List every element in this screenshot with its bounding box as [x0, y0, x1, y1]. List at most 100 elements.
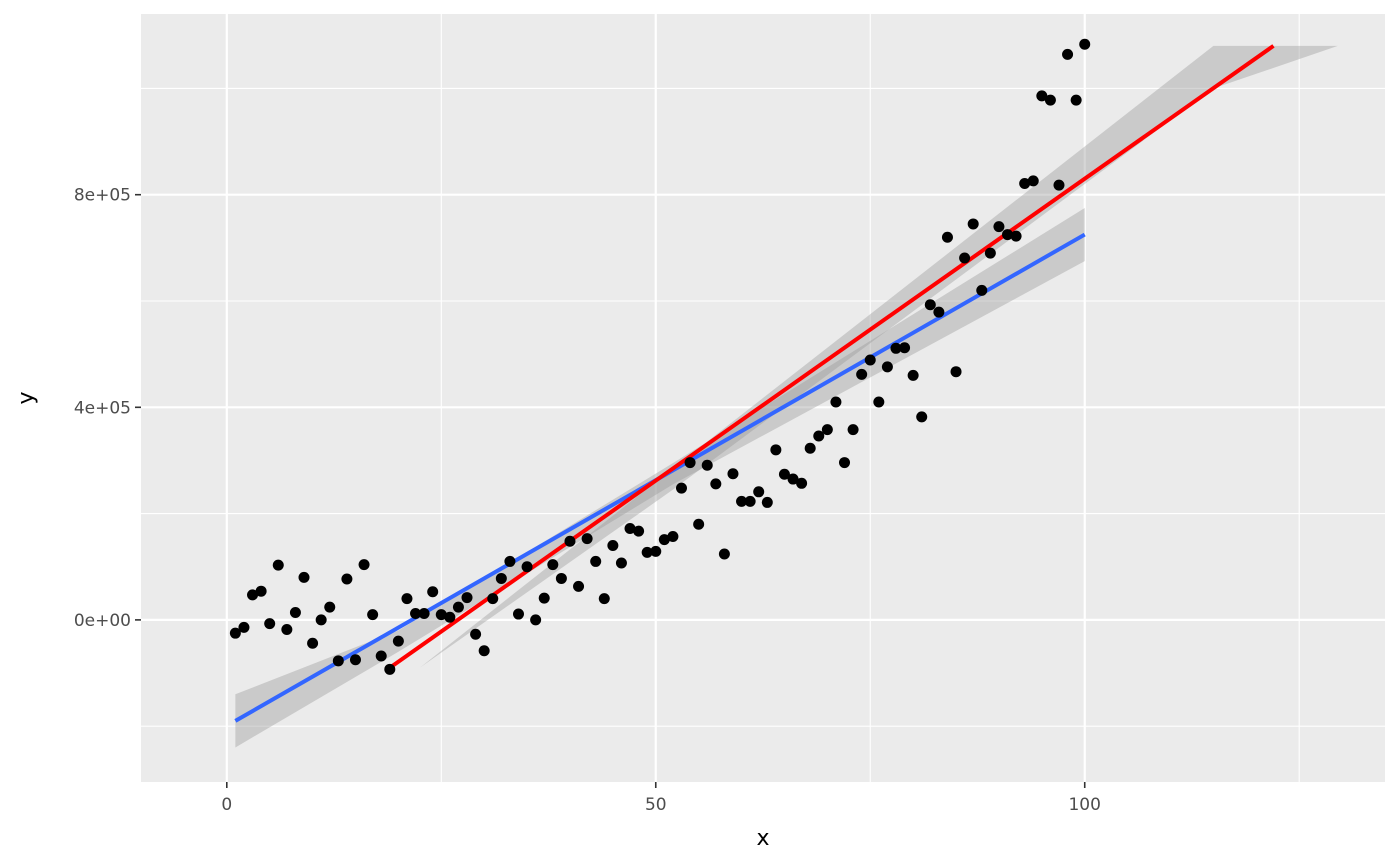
data-point	[924, 299, 936, 311]
data-point	[1036, 90, 1048, 102]
grid-minor	[141, 14, 1385, 782]
data-point	[401, 593, 413, 605]
data-point	[547, 559, 559, 571]
data-point	[813, 430, 825, 442]
data-point	[298, 571, 310, 583]
data-point	[933, 306, 945, 318]
data-point	[1062, 48, 1074, 60]
data-point	[615, 557, 627, 569]
data-point	[392, 635, 404, 647]
data-point	[521, 561, 533, 573]
data-point	[633, 525, 645, 537]
x-tick-label: 100	[1068, 795, 1100, 815]
data-point	[787, 473, 799, 485]
data-point	[847, 424, 859, 436]
x-tick-label: 0	[221, 795, 232, 815]
data-point	[1053, 179, 1065, 191]
fit-lines	[234, 44, 1275, 723]
data-point	[367, 609, 379, 621]
data-point	[684, 457, 696, 469]
data-point	[384, 663, 396, 675]
data-point	[487, 593, 499, 605]
data-point	[736, 495, 748, 507]
data-point	[452, 601, 464, 613]
data-point	[753, 486, 765, 498]
confidence-ribbon	[355, 45, 1338, 668]
data-point	[993, 221, 1005, 233]
x-axis-title: x	[756, 826, 769, 851]
y-axis-ticks: 0e+00 4e+05 8e+05	[74, 186, 141, 631]
data-point	[821, 424, 833, 436]
data-point	[470, 628, 482, 640]
data-point	[667, 530, 679, 542]
data-point	[281, 623, 293, 635]
data-point	[427, 586, 439, 598]
data-point	[375, 650, 387, 662]
data-point	[770, 444, 782, 456]
data-point	[804, 442, 816, 454]
data-point	[247, 589, 259, 601]
data-point	[1019, 178, 1031, 190]
data-point	[778, 468, 790, 480]
data-points	[229, 38, 1091, 675]
data-point	[624, 522, 636, 534]
data-point	[984, 247, 996, 259]
y-tick-label: 0e+00	[74, 611, 131, 631]
data-point	[530, 614, 542, 626]
fit-line	[388, 44, 1275, 670]
data-point	[289, 606, 301, 618]
data-point	[555, 572, 567, 584]
data-point	[1002, 229, 1014, 241]
data-point	[461, 592, 473, 604]
data-point	[710, 478, 722, 490]
data-point	[495, 572, 507, 584]
data-point	[349, 654, 361, 666]
data-point	[864, 354, 876, 366]
data-point	[418, 608, 430, 620]
data-point	[358, 559, 370, 571]
data-point	[727, 468, 739, 480]
data-point	[950, 366, 962, 378]
data-point	[512, 608, 524, 620]
data-point	[573, 580, 585, 592]
data-point	[899, 342, 911, 354]
data-point	[272, 559, 284, 571]
data-point	[839, 457, 851, 469]
data-point	[873, 396, 885, 408]
data-point	[761, 496, 773, 508]
data-point	[538, 592, 550, 604]
data-point	[564, 535, 576, 547]
data-point	[856, 368, 868, 380]
data-point	[1070, 94, 1082, 106]
x-axis-ticks: 0 50 100	[221, 782, 1101, 815]
y-tick-label: 4e+05	[74, 398, 131, 418]
data-point	[307, 637, 319, 649]
data-point	[607, 539, 619, 551]
data-point	[967, 218, 979, 230]
data-point	[315, 614, 327, 626]
data-point	[693, 518, 705, 530]
data-point	[255, 585, 267, 597]
data-point	[650, 545, 662, 557]
data-point	[435, 609, 447, 621]
grid-major	[141, 14, 1385, 782]
data-point	[916, 411, 928, 423]
data-point	[718, 548, 730, 560]
data-point	[744, 495, 756, 507]
data-point	[1010, 230, 1022, 242]
data-point	[504, 555, 516, 567]
data-point	[976, 284, 988, 296]
data-point	[238, 621, 250, 633]
data-point	[444, 611, 456, 623]
data-point	[1079, 38, 1091, 50]
data-point	[959, 252, 971, 264]
data-point	[675, 482, 687, 494]
data-point	[598, 593, 610, 605]
data-point	[1027, 175, 1039, 187]
data-point	[341, 573, 353, 585]
data-point	[658, 534, 670, 546]
y-tick-label: 8e+05	[74, 186, 131, 206]
data-point	[941, 231, 953, 243]
y-axis-title: y	[14, 391, 39, 404]
